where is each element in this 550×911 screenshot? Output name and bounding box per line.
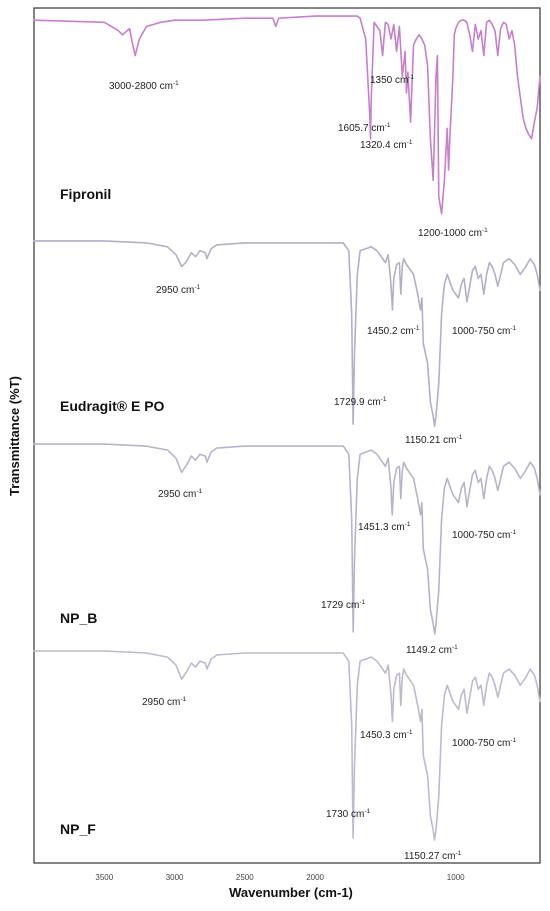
annotation-fipronil-1350: 1350 cm-1: [370, 74, 415, 86]
series-line-eudragit: [33, 240, 541, 427]
annotation-np-f-2950: 2950 cm-1: [142, 696, 187, 708]
annotation-eudragit-1729: 1729.9 cm-1: [334, 396, 387, 408]
y-axis-title: Transmittance (%T): [7, 376, 22, 496]
series-name-np-f: NP_F: [60, 821, 96, 837]
annotation-fipronil-1605: 1605.7 cm-1: [338, 122, 391, 134]
annotation-np-b-2950: 2950 cm-1: [158, 488, 203, 500]
trace-np-b: [33, 443, 541, 635]
annotation-eudragit-1150: 1150.21 cm-1: [405, 434, 463, 446]
annotation-np-f-1150: 1150.27 cm-1: [404, 850, 462, 862]
annotation-fipronil-1320: 1320.4 cm-1: [360, 139, 413, 151]
annotation-fipronil-3000-2800: 3000-2800 cm-1: [109, 80, 179, 92]
x-axis-title: Wavenumber (cm-1): [229, 885, 353, 900]
series-line-np-b: [33, 443, 541, 635]
annotation-np-b-1451: 1451.3 cm-1: [358, 521, 411, 533]
annotation-np-f-1000-750: 1000-750 cm-1: [452, 737, 517, 749]
series-name-eudragit: Eudragit® E PO: [60, 398, 165, 414]
x-tick-label: 3500: [95, 873, 113, 882]
series-line-np-f: [33, 650, 541, 841]
annotation-eudragit-1000-750: 1000-750 cm-1: [452, 325, 517, 337]
trace-fipronil: [33, 15, 541, 215]
annotation-np-f-1730: 1730 cm-1: [326, 808, 371, 820]
series-name-np-b: NP_B: [60, 610, 97, 626]
trace-np-f: [33, 650, 541, 841]
x-tick-label: 1000: [447, 873, 465, 882]
annotation-np-b-1149: 1149.2 cm-1: [406, 644, 458, 656]
plot-frame: [33, 7, 541, 864]
annotation-np-b-1729: 1729 cm-1: [321, 599, 366, 611]
x-tick-label: 2000: [306, 873, 324, 882]
trace-eudragit: [33, 240, 541, 427]
x-tick-label: 3000: [166, 873, 184, 882]
series-name-fipronil: Fipronil: [60, 186, 111, 202]
annotation-np-b-1000-750: 1000-750 cm-1: [452, 529, 517, 541]
annotation-np-f-1450: 1450.3 cm-1: [360, 729, 413, 741]
annotation-fipronil-1200-1000: 1200-1000 cm-1: [418, 227, 488, 239]
annotation-eudragit-2950: 2950 cm-1: [156, 284, 201, 296]
x-tick-labels: 3500 3000 2500 2000 1000: [95, 873, 465, 882]
annotation-eudragit-1450: 1450.2 cm-1: [367, 325, 420, 337]
x-tick-label: 2500: [236, 873, 254, 882]
series-line-fipronil: [33, 15, 541, 215]
